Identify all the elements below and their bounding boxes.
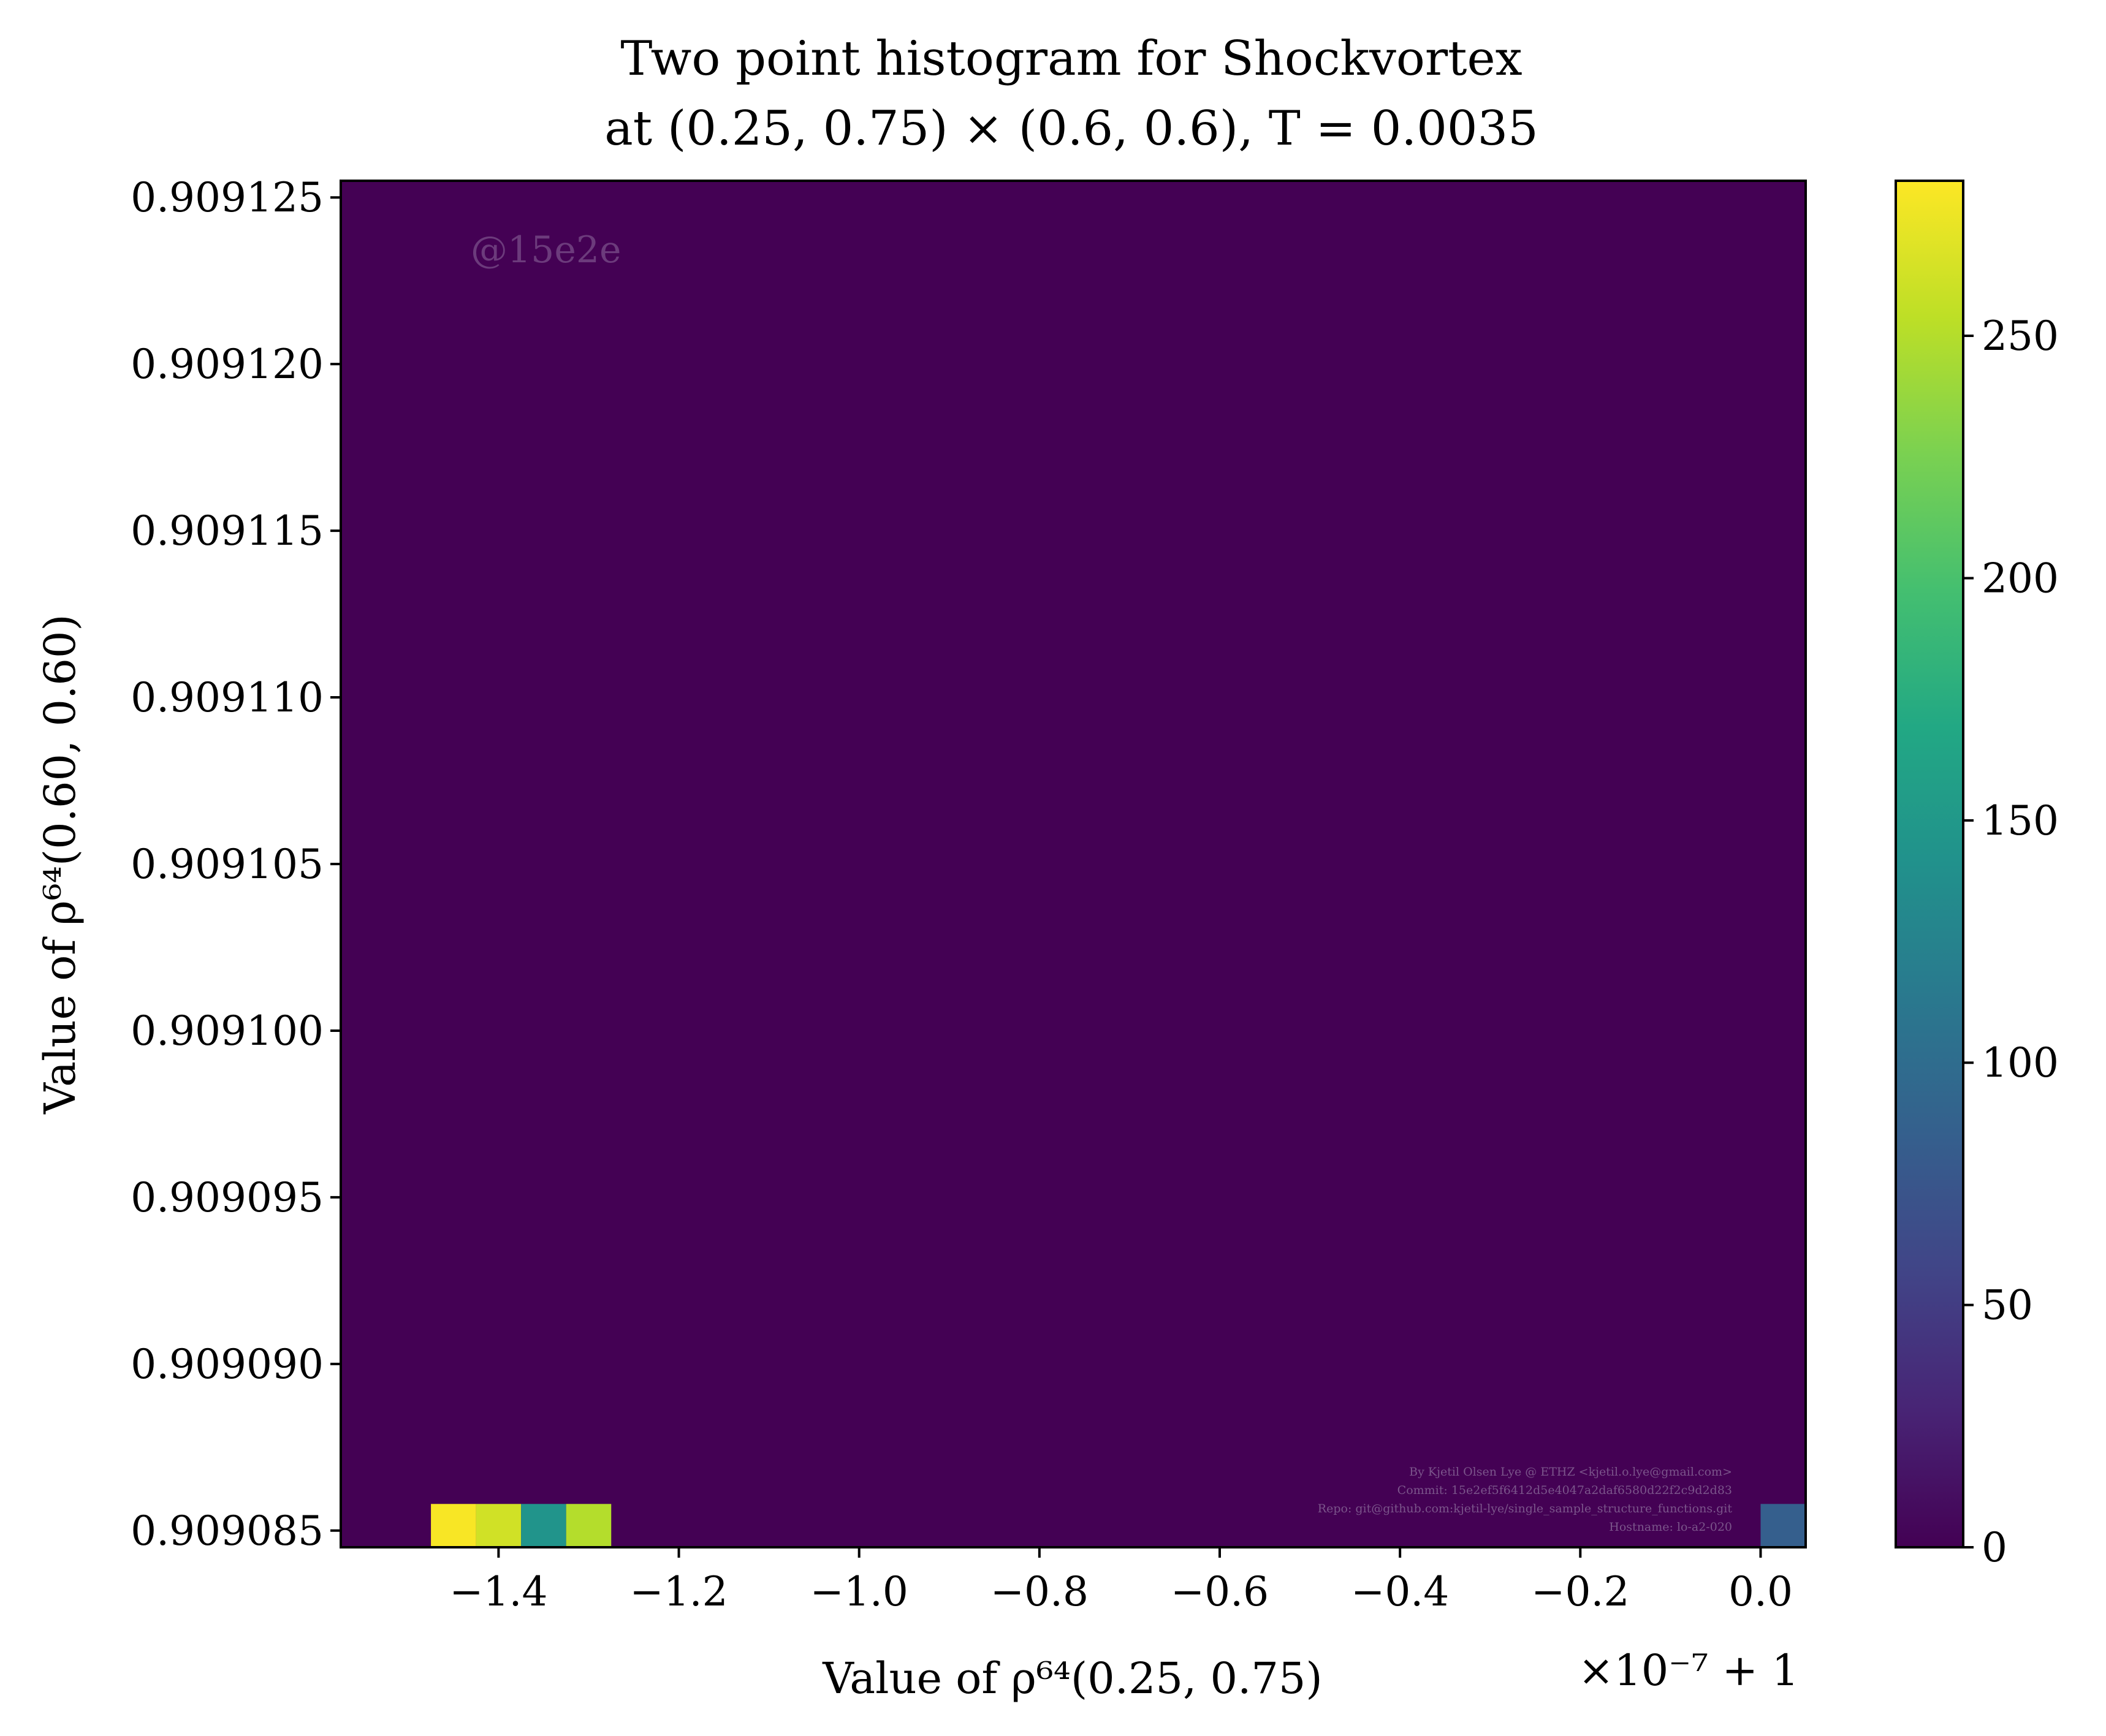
heatmap-cell <box>431 1504 476 1547</box>
colorbar-tick-label: 100 <box>1982 1039 2059 1086</box>
colorbar-gradient <box>1896 181 1963 1547</box>
x-tick-label: −1.4 <box>449 1568 547 1615</box>
colorbar-tick-label: 250 <box>1982 313 2059 360</box>
y-tick-label: 0.909115 <box>131 507 324 555</box>
y-tick-label: 0.909110 <box>131 674 324 721</box>
colorbar-frame <box>1895 180 1964 1548</box>
colorbar-tick-label: 150 <box>1982 797 2059 844</box>
x-axis-offset-label: ×10⁻⁷ + 1 <box>1578 1645 1799 1696</box>
y-tick-label: 0.909085 <box>131 1507 324 1555</box>
plot-area: @15e2e By Kjetil Olsen Lye @ ETHZ <kjeti… <box>340 180 1807 1548</box>
credit-line-commit: Commit: 15e2ef5f6412d5e4047a2daf6580d22f… <box>1397 1484 1732 1497</box>
heatmap-cell <box>521 1504 566 1547</box>
chart-title-line1: Two point histogram for Shockvortex <box>620 31 1522 86</box>
heatmap-cell <box>476 1504 522 1547</box>
y-axis-label: Value of ρ⁶⁴(0.60, 0.60) <box>35 614 85 1114</box>
y-tick-label: 0.909105 <box>131 841 324 888</box>
credit-line-repo: Repo: git@github.com:kjetil-lye/single_s… <box>1318 1502 1733 1515</box>
chart-title-line2: at (0.25, 0.75) × (0.6, 0.6), T = 0.0035 <box>604 101 1538 156</box>
watermark: @15e2e <box>471 229 622 271</box>
x-tick-label: −1.0 <box>810 1568 908 1615</box>
credit-line-author: By Kjetil Olsen Lye @ ETHZ <kjetil.o.lye… <box>1409 1465 1732 1479</box>
heatmap-cell <box>1760 1504 1806 1547</box>
y-axis: 0.909085 0.909090 0.909095 0.909100 0.909105… <box>131 174 341 1555</box>
x-tick-label: −0.6 <box>1171 1568 1269 1615</box>
x-tick-label: −0.2 <box>1531 1568 1629 1615</box>
heatmap-cells <box>431 1504 1806 1547</box>
y-tick-label: 0.909100 <box>131 1007 324 1055</box>
x-tick-label: −0.4 <box>1351 1568 1449 1615</box>
credit-line-hostname: Hostname: lo-a2-020 <box>1609 1520 1732 1534</box>
y-tick-label: 0.909125 <box>131 174 324 221</box>
credits-block: By Kjetil Olsen Lye @ ETHZ <kjetil.o.lye… <box>1318 1465 1733 1534</box>
x-axis-label: Value of ρ⁶⁴(0.25, 0.75) <box>822 1653 1322 1704</box>
x-axis: −1.4 −1.2 −1.0 −0.8 −0.6 −0.4 −0.2 0.0 <box>449 1547 1793 1615</box>
x-tick-label: 0.0 <box>1728 1568 1793 1615</box>
colorbar-tick-label: 0 <box>1982 1524 2007 1571</box>
x-tick-label: −0.8 <box>990 1568 1089 1615</box>
y-tick-label: 0.909090 <box>131 1341 324 1388</box>
colorbar: 0 50 100 150 200 250 <box>1895 180 2059 1571</box>
heatmap-background <box>341 181 1806 1547</box>
colorbar-tick-label: 50 <box>1982 1282 2033 1329</box>
y-tick-label: 0.909120 <box>131 341 324 388</box>
x-tick-label: −1.2 <box>629 1568 728 1615</box>
heatmap-cell <box>566 1504 612 1547</box>
y-tick-label: 0.909095 <box>131 1174 324 1221</box>
colorbar-tick-label: 200 <box>1982 555 2059 602</box>
colorbar-ticks: 0 50 100 150 200 250 <box>1963 313 2059 1571</box>
